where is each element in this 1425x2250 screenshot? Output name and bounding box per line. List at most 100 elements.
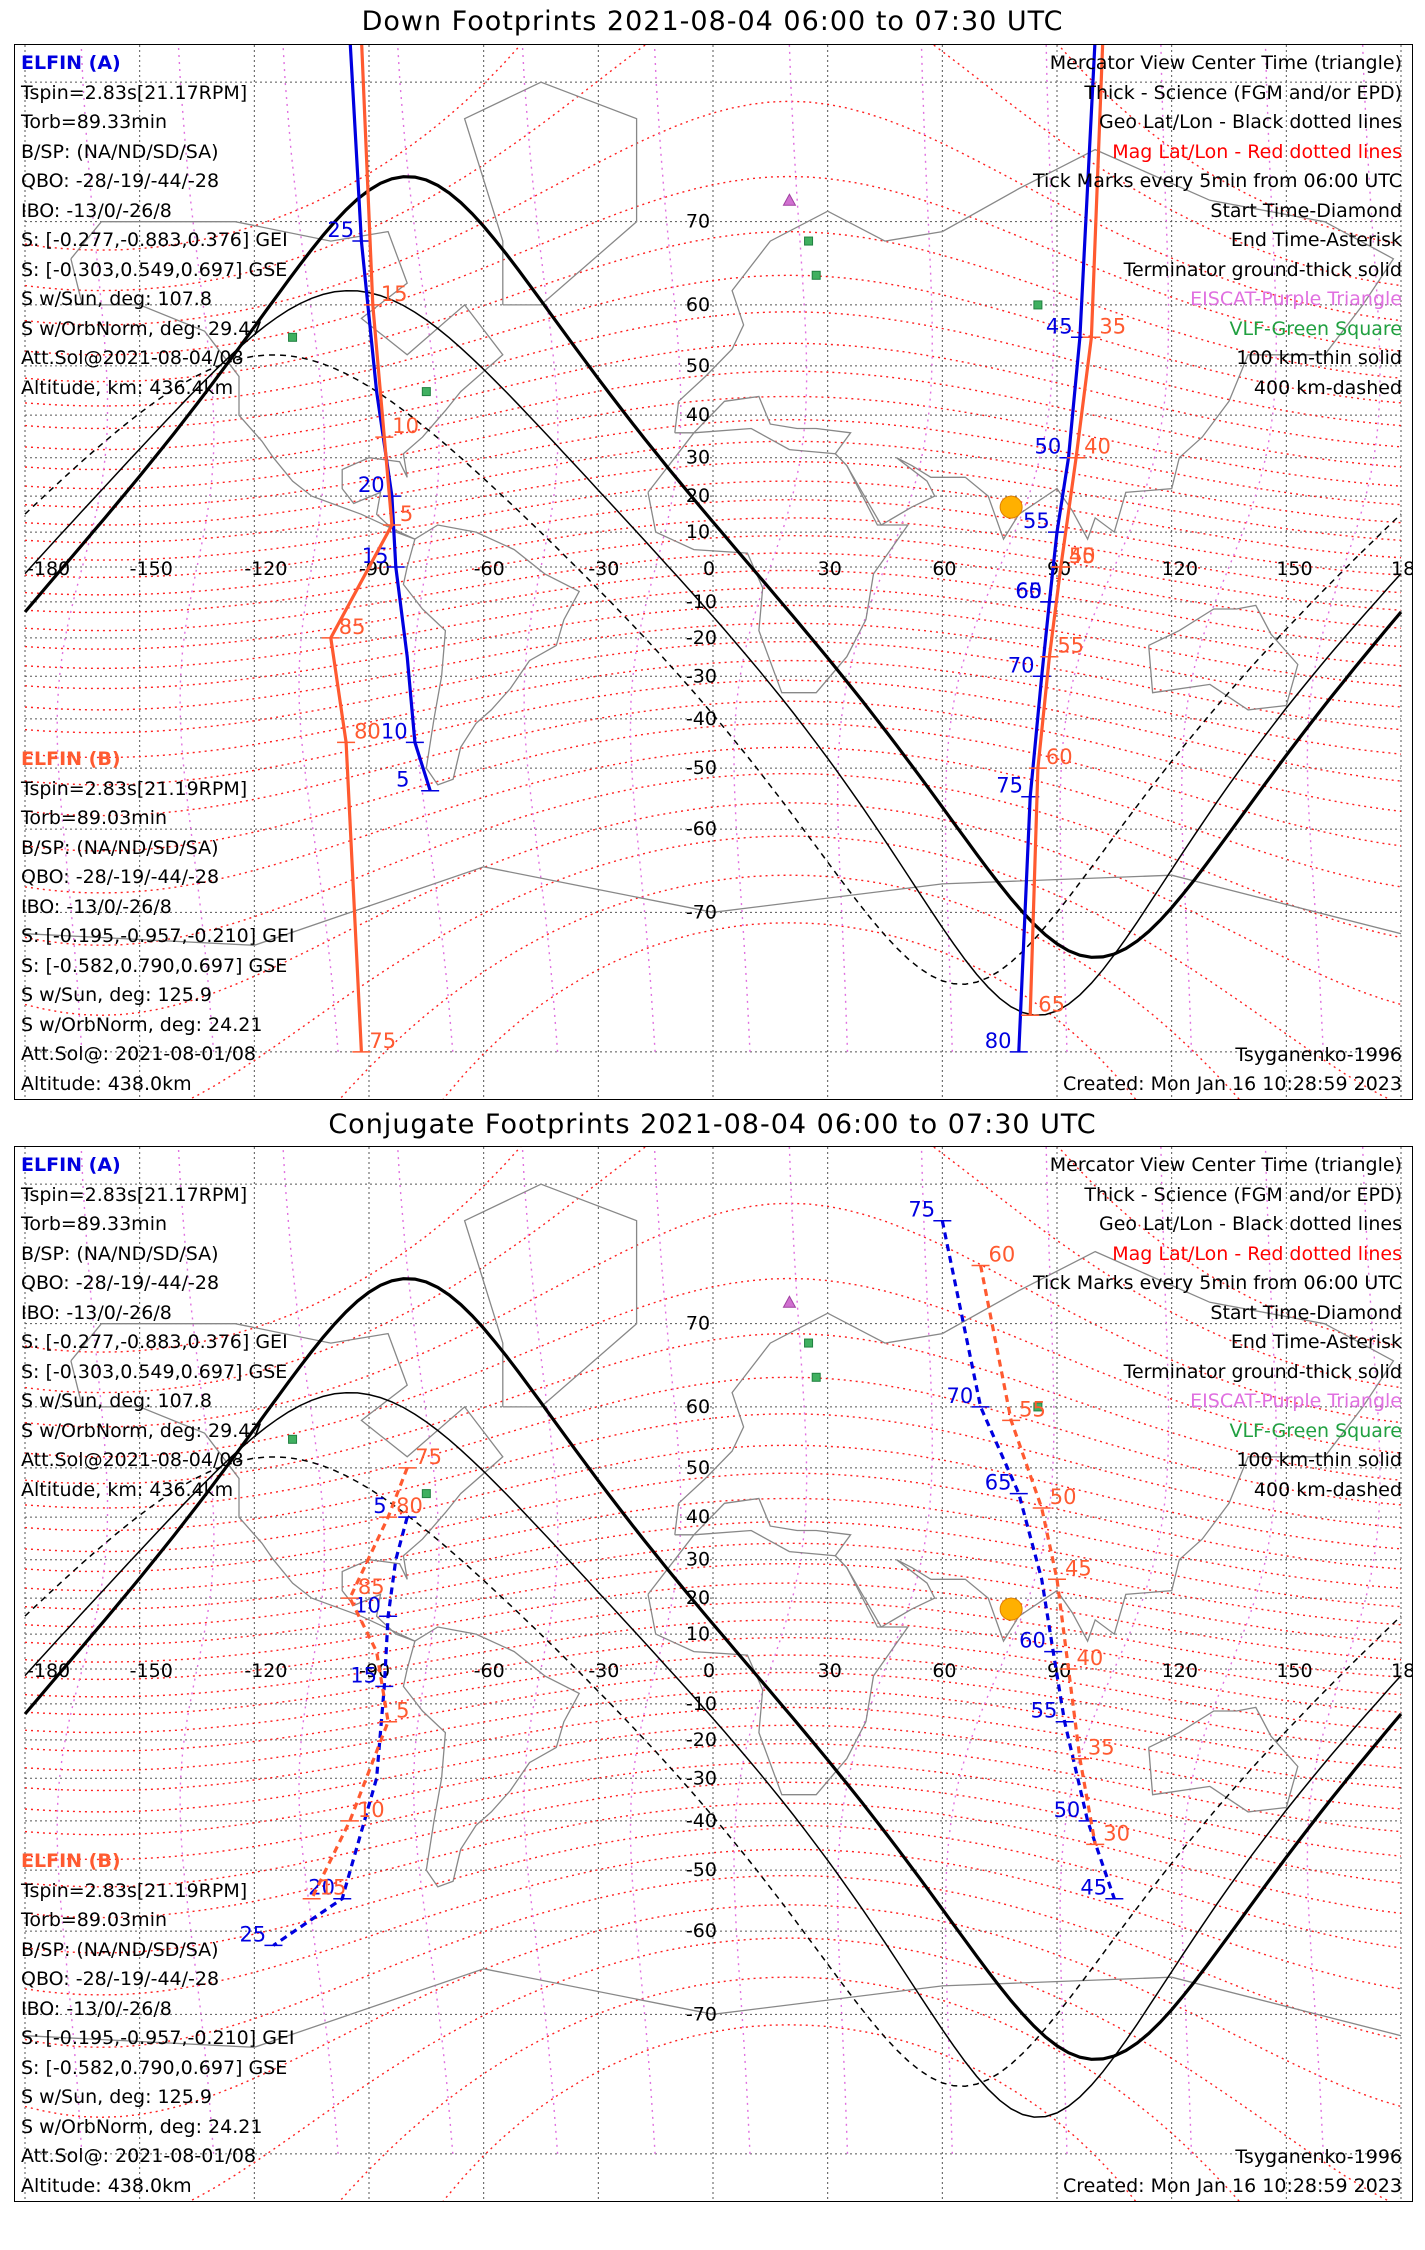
mag-lat-line (24, 1444, 1402, 1553)
mag-lat-line (24, 1689, 1402, 1772)
conjugate-footprints-map: -180-150-120-90-60-300306090120150180706… (14, 1146, 1413, 2202)
map-canvas: -180-150-120-90-60-300306090120150180706… (23, 45, 1412, 1099)
map-legend: Mercator View Center Time (triangle) Thic… (1033, 1151, 1402, 1505)
elfin-b-line: Altitude: 438.0km (21, 2174, 192, 2197)
elfin-b-line: Tspin=2.83s[21.19RPM] (21, 1879, 248, 1902)
elfin-a-minute-label: 20 (358, 473, 385, 497)
elfin-b-minute-label: 60 (989, 1243, 1016, 1267)
elfin-a-line: Torb=89.33min (21, 1213, 168, 1235)
elfin-a-minute-label: 15 (350, 1663, 377, 1687)
lat-tick-label: -30 (686, 665, 717, 687)
mag-lat-line (24, 1413, 1402, 1532)
lon-tick-label: -60 (474, 558, 505, 580)
mag-lat-line (24, 1542, 1402, 1628)
elfin-b-line: S: [-0.582,0.790,0.697] GSE (21, 2056, 288, 2079)
lat-tick-label: 60 (686, 1396, 710, 1418)
lat-tick-label: 10 (686, 521, 710, 543)
mag-lat-line (24, 552, 1402, 632)
legend-entry: Thick - Science (FGM and/or EPD) (1084, 81, 1402, 104)
mag-lon-line (177, 1147, 215, 2154)
coastline (24, 1968, 1402, 2048)
coastline (1148, 604, 1299, 711)
vlf-square (1033, 300, 1043, 310)
lon-tick-label: 60 (932, 558, 956, 580)
elfin-b-line: Att.Sol@: 2021-08-01/08 (21, 2145, 257, 2167)
elfin-b-minute-label: 60 (1046, 745, 1073, 769)
legend-entry: 100 km-thin solid (1236, 347, 1402, 369)
elfin-b-minute-label: 80 (396, 1494, 423, 1518)
elfin-a-line: B/SP: (NA/ND/SD/SA) (21, 140, 219, 163)
legend-entry: Tick Marks every 5min from 06:00 UTC (1033, 170, 1402, 192)
vlf-square (811, 270, 821, 280)
elfin-a-minute-label: 45 (1080, 1876, 1107, 1900)
lat-tick-label: -20 (686, 627, 717, 649)
legend-entry: Terminator ground-thick solid (1123, 258, 1402, 281)
mag-lat-line (24, 1824, 1402, 1954)
mag-lat-line (24, 100, 1402, 326)
legend-entry: Geo Lat/Lon - Black dotted lines (1098, 1213, 1402, 1235)
mag-lon-line (397, 45, 454, 1052)
lat-tick-label: -70 (686, 901, 717, 923)
elfin-b-line: IBO: -13/0/-26/8 (21, 895, 172, 918)
legend-entry: Start Time-Diamond (1210, 1301, 1402, 1324)
elfin-a-minute-label: 80 (985, 1029, 1012, 1053)
terminator-100km-line (24, 289, 1402, 1016)
elfin-a-minute-label: 70 (1008, 653, 1035, 677)
elfin-b-line: Att.Sol@: 2021-08-01/08 (21, 1043, 257, 1065)
mag-lat-line (24, 1562, 1402, 1646)
lon-tick-label: -120 (244, 1660, 287, 1682)
elfin-a-line: S: [-0.277,-0.883,0.376] GEI (21, 1331, 288, 1353)
lat-tick-label: 20 (686, 1587, 710, 1609)
coastline (70, 1323, 504, 1642)
coastline (402, 524, 581, 786)
elfin-a-legend: ELFIN (A) Tspin=2.83s[21.17RPM] Torb=89.… (21, 49, 288, 403)
map-legend: Mercator View Center Time (triangle) Thic… (1033, 49, 1402, 403)
elfin-b-line: S w/Sun, deg: 125.9 (21, 984, 212, 1006)
lat-tick-label: 20 (686, 485, 710, 507)
elfin-b-line: S w/OrbNorm, deg: 24.21 (21, 2115, 263, 2138)
elfin-a-line: S: [-0.277,-0.883,0.376] GEI (21, 229, 288, 251)
mag-lat-line (24, 460, 1402, 544)
terminator-ground-line (23, 175, 1403, 959)
lat-tick-label: -20 (686, 1729, 717, 1751)
elfin-b-line: Tspin=2.83s[21.19RPM] (21, 777, 248, 800)
elfin-a-legend: ELFIN (A) Tspin=2.83s[21.17RPM] Torb=89.… (21, 1151, 288, 1505)
lat-tick-label: 40 (686, 404, 710, 426)
elfin-b-minute-label: 5 (396, 1699, 409, 1723)
elfin-b-minute-label: 85 (358, 1575, 385, 1599)
mag-lat-line (24, 1724, 1402, 1813)
lon-tick-label: 180 (1391, 1660, 1412, 1682)
lon-tick-label: -150 (130, 1660, 173, 1682)
vlf-square (288, 1434, 298, 1444)
mag-lon-line (836, 45, 934, 1052)
elfin-a-minute-label: 45 (1046, 314, 1073, 338)
elfin-a-line: Altitude, km: 436.4km (21, 1478, 234, 1501)
lon-tick-label: 60 (932, 1660, 956, 1682)
vlf-square (811, 1372, 821, 1382)
lon-tick-label: -30 (588, 558, 619, 580)
lat-tick-label: 50 (686, 355, 710, 377)
mag-lat-line (24, 1636, 1402, 1716)
map-canvas: -180-150-120-90-60-300306090120150180706… (23, 1147, 1412, 2201)
mag-lat-line (24, 499, 1402, 579)
lon-tick-label: 0 (703, 1660, 715, 1682)
elfin-a-line: S w/Sun, deg: 107.8 (21, 288, 212, 310)
down-footprints-map: -180-150-120-90-60-300306090120150180706… (14, 44, 1413, 1100)
elfin-b-minute-label: 45 (1069, 544, 1096, 568)
vlf-square (804, 1338, 814, 1348)
elfin-b-minute-label: 15 (320, 1876, 347, 1900)
mag-lat-line (24, 1376, 1402, 1509)
elfin-b-line: S: [-0.195,-0.957,-0.210] GEI (21, 925, 295, 947)
lon-tick-label: 30 (818, 558, 842, 580)
panel-2-title: Conjugate Footprints 2021-08-04 06:00 to… (328, 1109, 1097, 1140)
mag-lon-line (282, 1147, 339, 2154)
elfin-b-minute-label: 50 (1069, 544, 1096, 568)
elfin-a-minute-label: 50 (1034, 435, 1061, 459)
legend-entry: Mercator View Center Time (triangle) (1049, 52, 1402, 74)
eiscat-triangle (782, 193, 797, 206)
elfin-b-minute-label: 10 (392, 414, 419, 438)
mag-lat-line (24, 1619, 1402, 1698)
lat-tick-label: -50 (686, 1859, 717, 1881)
mag-lat-line (24, 175, 1402, 356)
legend-entry: Mag Lat/Lon - Red dotted lines (1112, 140, 1402, 163)
